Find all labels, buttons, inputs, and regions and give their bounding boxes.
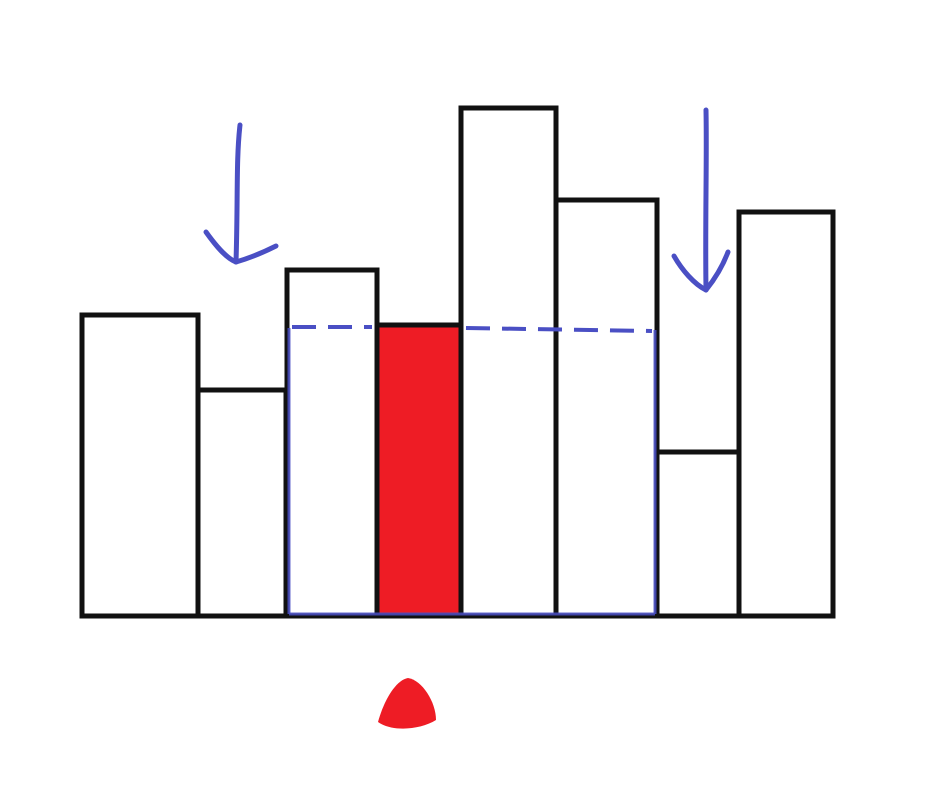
bar-3 (284, 267, 380, 619)
bars (79, 105, 836, 619)
bar-2 (195, 387, 289, 619)
left-down-arrow-icon (203, 122, 279, 265)
bar-5 (458, 105, 559, 619)
bar-8 (736, 209, 836, 619)
bar-4-highlighted (374, 322, 464, 619)
bar-1 (79, 312, 201, 619)
dashed-level (292, 325, 653, 333)
right-down-arrow-icon (671, 107, 731, 293)
bar-6 (553, 197, 660, 619)
bar-7 (654, 449, 742, 619)
red-marker-icon (378, 678, 436, 729)
dashed-level-right (465, 326, 653, 333)
range-overlay (287, 328, 657, 616)
